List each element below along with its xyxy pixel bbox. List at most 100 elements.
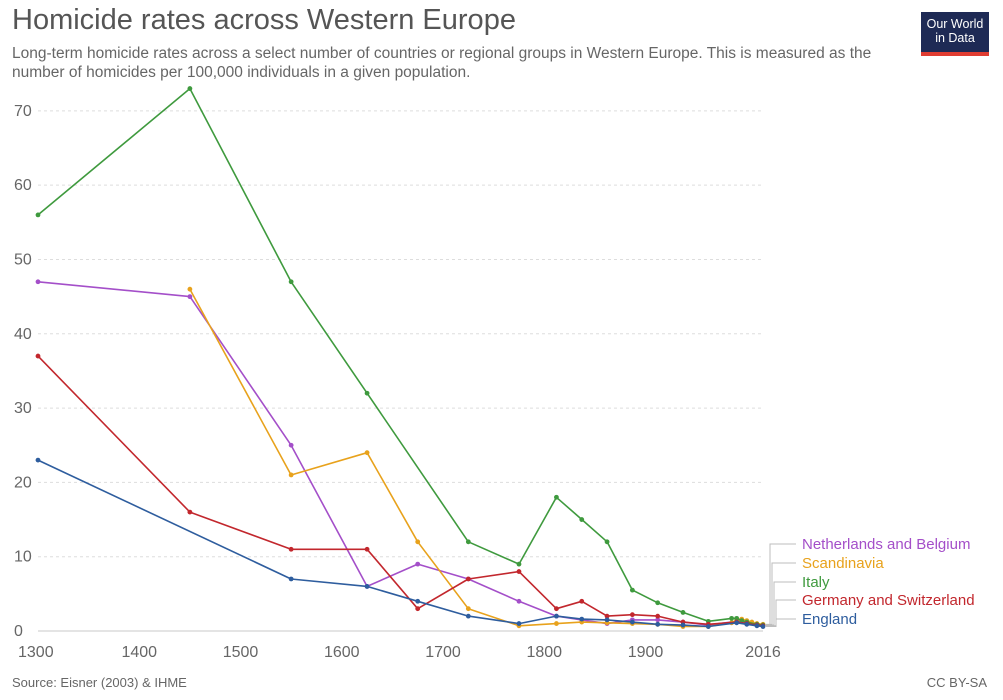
logo-line-1: Our World bbox=[926, 17, 984, 31]
data-point[interactable] bbox=[415, 561, 421, 567]
data-point[interactable] bbox=[465, 613, 471, 619]
y-tick-label: 30 bbox=[14, 400, 32, 417]
x-tick-label: 1600 bbox=[324, 644, 360, 661]
data-point[interactable] bbox=[288, 279, 294, 285]
series-line[interactable] bbox=[189, 288, 764, 628]
owid-logo[interactable]: Our World in Data bbox=[921, 12, 989, 56]
y-tick-label: 60 bbox=[14, 177, 32, 194]
data-point[interactable] bbox=[35, 212, 41, 218]
data-point[interactable] bbox=[554, 613, 559, 619]
x-tick-label: 1700 bbox=[425, 644, 461, 661]
data-point[interactable] bbox=[604, 613, 610, 619]
data-point[interactable] bbox=[629, 612, 635, 618]
series-legend-labels: Netherlands and Belgium Scandinavia ItalyG… bbox=[802, 536, 975, 628]
data-point[interactable] bbox=[554, 606, 559, 612]
series-line[interactable] bbox=[37, 87, 764, 626]
data-point[interactable] bbox=[187, 86, 193, 91]
y-tick-label: 50 bbox=[14, 251, 32, 268]
data-point[interactable] bbox=[288, 472, 294, 478]
chart-subtitle: Long-term homicide rates across a select… bbox=[12, 45, 872, 81]
x-tick-label: 1300 bbox=[18, 644, 54, 661]
line-chart: 0 10 20 30 40 50 60 70 1300 1400 1500 1600 1700 1800… bbox=[14, 86, 975, 661]
x-tick-label: 1400 bbox=[121, 644, 157, 661]
data-point[interactable] bbox=[629, 619, 635, 625]
data-point[interactable] bbox=[744, 621, 750, 627]
x-tick-label: 1800 bbox=[526, 644, 562, 661]
legend-label-england[interactable]: England bbox=[802, 611, 857, 628]
data-point[interactable] bbox=[629, 587, 635, 593]
data-point[interactable] bbox=[288, 546, 294, 552]
data-point[interactable] bbox=[579, 598, 585, 604]
y-tick-label: 70 bbox=[14, 103, 32, 120]
license-note[interactable]: CC BY-SA bbox=[926, 675, 987, 690]
data-point[interactable] bbox=[554, 621, 559, 626]
legend-label-scandinavia[interactable]: Scandinavia bbox=[802, 555, 884, 572]
data-point[interactable] bbox=[516, 621, 522, 626]
data-point[interactable] bbox=[579, 517, 585, 522]
series-england[interactable] bbox=[35, 457, 766, 629]
data-point[interactable] bbox=[680, 622, 686, 628]
data-point[interactable] bbox=[516, 561, 522, 567]
data-point[interactable] bbox=[187, 286, 193, 292]
data-point[interactable] bbox=[364, 450, 370, 456]
data-point[interactable] bbox=[754, 623, 760, 629]
logo-line-2: in Data bbox=[935, 31, 975, 45]
data-point[interactable] bbox=[465, 606, 471, 612]
series-lines bbox=[35, 86, 766, 629]
data-point[interactable] bbox=[465, 539, 471, 545]
legend-connector bbox=[766, 543, 796, 626]
source-note[interactable]: Source: Eisner (2003) & IHME bbox=[12, 675, 187, 690]
data-point[interactable] bbox=[729, 615, 735, 621]
data-point[interactable] bbox=[288, 442, 294, 448]
data-point[interactable] bbox=[465, 576, 471, 582]
legend-label-germany-switzerland[interactable]: Germany and Switzerland bbox=[802, 592, 975, 609]
data-point[interactable] bbox=[554, 494, 559, 500]
data-point[interactable] bbox=[655, 613, 661, 619]
data-point[interactable] bbox=[187, 509, 193, 515]
data-point[interactable] bbox=[364, 546, 370, 552]
data-point[interactable] bbox=[288, 576, 294, 582]
data-point[interactable] bbox=[516, 598, 522, 604]
data-point[interactable] bbox=[739, 618, 745, 623]
x-tick-label: 1900 bbox=[628, 644, 664, 661]
data-point[interactable] bbox=[604, 617, 610, 623]
series-germany-switzerland[interactable] bbox=[35, 353, 766, 629]
data-point[interactable] bbox=[579, 616, 585, 622]
gridlines bbox=[38, 110, 763, 632]
x-tick-label: 2016 bbox=[745, 644, 781, 661]
data-point[interactable] bbox=[415, 539, 421, 545]
data-point[interactable] bbox=[364, 390, 370, 396]
data-point[interactable] bbox=[655, 600, 661, 606]
data-point[interactable] bbox=[35, 279, 41, 285]
data-point[interactable] bbox=[35, 353, 41, 359]
legend-connector bbox=[766, 562, 796, 625]
y-tick-label: 0 bbox=[14, 623, 23, 640]
data-point[interactable] bbox=[655, 617, 661, 623]
data-point[interactable] bbox=[364, 584, 370, 589]
series-line[interactable] bbox=[37, 355, 764, 627]
legend-label-netherlands-belgium[interactable]: Netherlands and Belgium bbox=[802, 536, 970, 553]
data-point[interactable] bbox=[680, 610, 686, 615]
series-italy[interactable] bbox=[35, 86, 766, 628]
data-point[interactable] bbox=[760, 624, 766, 629]
x-axis-ticks: 1300 1400 1500 1600 1700 1800 1900 2016 bbox=[18, 644, 781, 661]
data-point[interactable] bbox=[655, 621, 661, 627]
logo-accent-bar bbox=[921, 52, 989, 56]
y-tick-label: 10 bbox=[14, 549, 32, 566]
legend-connector bbox=[766, 618, 796, 628]
y-tick-label: 40 bbox=[14, 326, 32, 343]
data-point[interactable] bbox=[35, 457, 41, 463]
y-axis-ticks: 0 10 20 30 40 50 60 70 bbox=[14, 103, 32, 640]
data-point[interactable] bbox=[415, 598, 421, 604]
data-point[interactable] bbox=[734, 620, 740, 626]
data-point[interactable] bbox=[734, 615, 740, 621]
data-point[interactable] bbox=[415, 606, 421, 612]
chart-title: Homicide rates across Western Europe bbox=[12, 4, 516, 36]
series-netherlands-belgium[interactable] bbox=[35, 279, 766, 628]
legend-connectors bbox=[766, 543, 796, 628]
data-point[interactable] bbox=[604, 539, 610, 545]
data-point[interactable] bbox=[705, 624, 711, 629]
data-point[interactable] bbox=[187, 294, 193, 300]
data-point[interactable] bbox=[516, 569, 522, 574]
legend-label-italy[interactable]: Italy bbox=[802, 574, 830, 591]
